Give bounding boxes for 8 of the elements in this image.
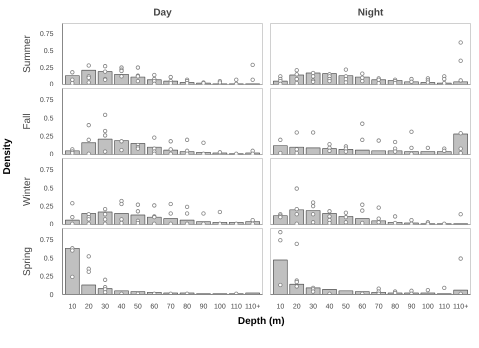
text: Density bbox=[2, 138, 13, 175]
x-axis-title: Depth (m) bbox=[238, 316, 285, 327]
y-axis-title: Winter bbox=[22, 176, 33, 206]
chart-title: Day bbox=[153, 8, 172, 18]
y-axis-title: Spring bbox=[22, 247, 33, 276]
chart-title: Night bbox=[358, 8, 384, 18]
y-axis-title: Fall bbox=[22, 113, 33, 130]
y-axis-title: Summer bbox=[22, 34, 33, 73]
